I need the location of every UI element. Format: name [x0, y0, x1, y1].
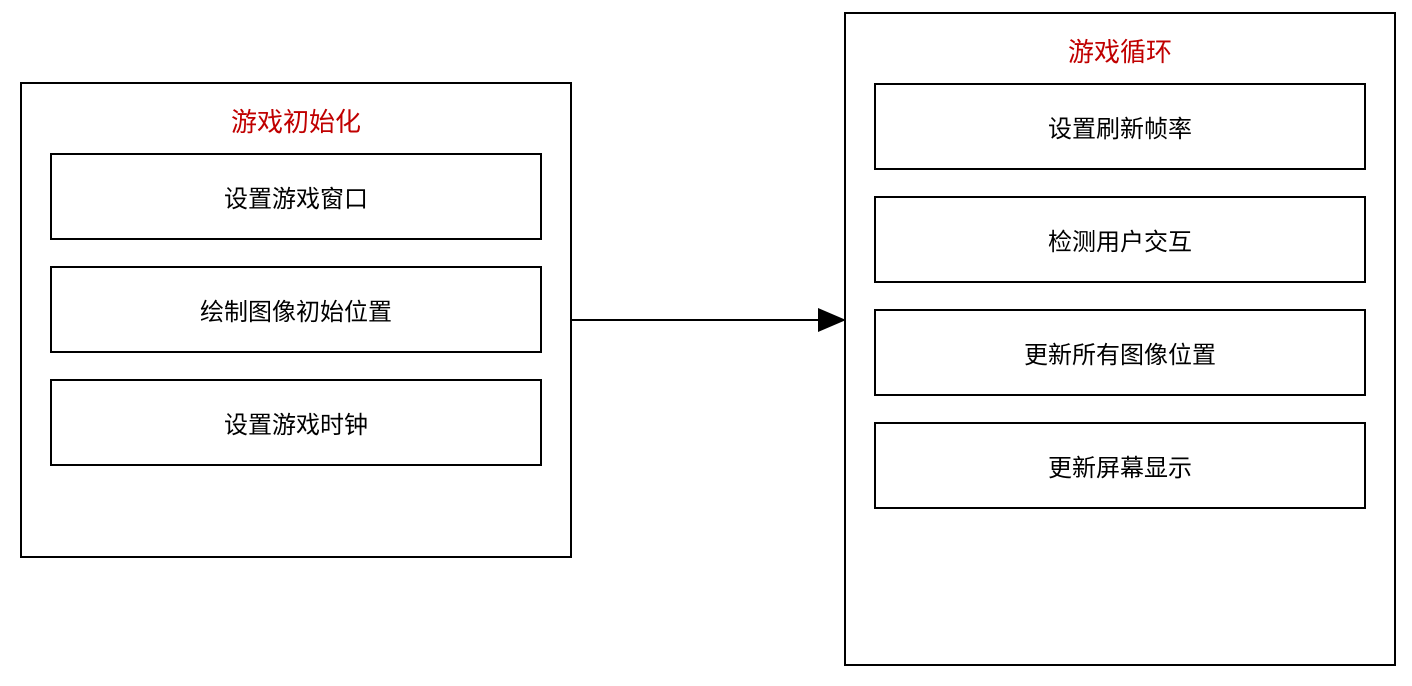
item-update-image-positions: 更新所有图像位置: [874, 309, 1366, 396]
item-set-game-clock: 设置游戏时钟: [50, 379, 542, 466]
item-set-game-window: 设置游戏窗口: [50, 153, 542, 240]
panel-game-loop: 游戏循环 设置刷新帧率 检测用户交互 更新所有图像位置 更新屏幕显示: [844, 12, 1396, 666]
item-set-refresh-rate: 设置刷新帧率: [874, 83, 1366, 170]
item-detect-user-interaction: 检测用户交互: [874, 196, 1366, 283]
panel-title-init: 游戏初始化: [22, 84, 570, 153]
panel-game-init: 游戏初始化 设置游戏窗口 绘制图像初始位置 设置游戏时钟: [20, 82, 572, 558]
panel-items-loop: 设置刷新帧率 检测用户交互 更新所有图像位置 更新屏幕显示: [846, 83, 1394, 537]
item-draw-initial-position: 绘制图像初始位置: [50, 266, 542, 353]
panel-items-init: 设置游戏窗口 绘制图像初始位置 设置游戏时钟: [22, 153, 570, 494]
panel-title-loop: 游戏循环: [846, 14, 1394, 83]
item-update-screen-display: 更新屏幕显示: [874, 422, 1366, 509]
flowchart-diagram: 游戏初始化 设置游戏窗口 绘制图像初始位置 设置游戏时钟 游戏循环 设置刷新帧率…: [0, 0, 1412, 686]
